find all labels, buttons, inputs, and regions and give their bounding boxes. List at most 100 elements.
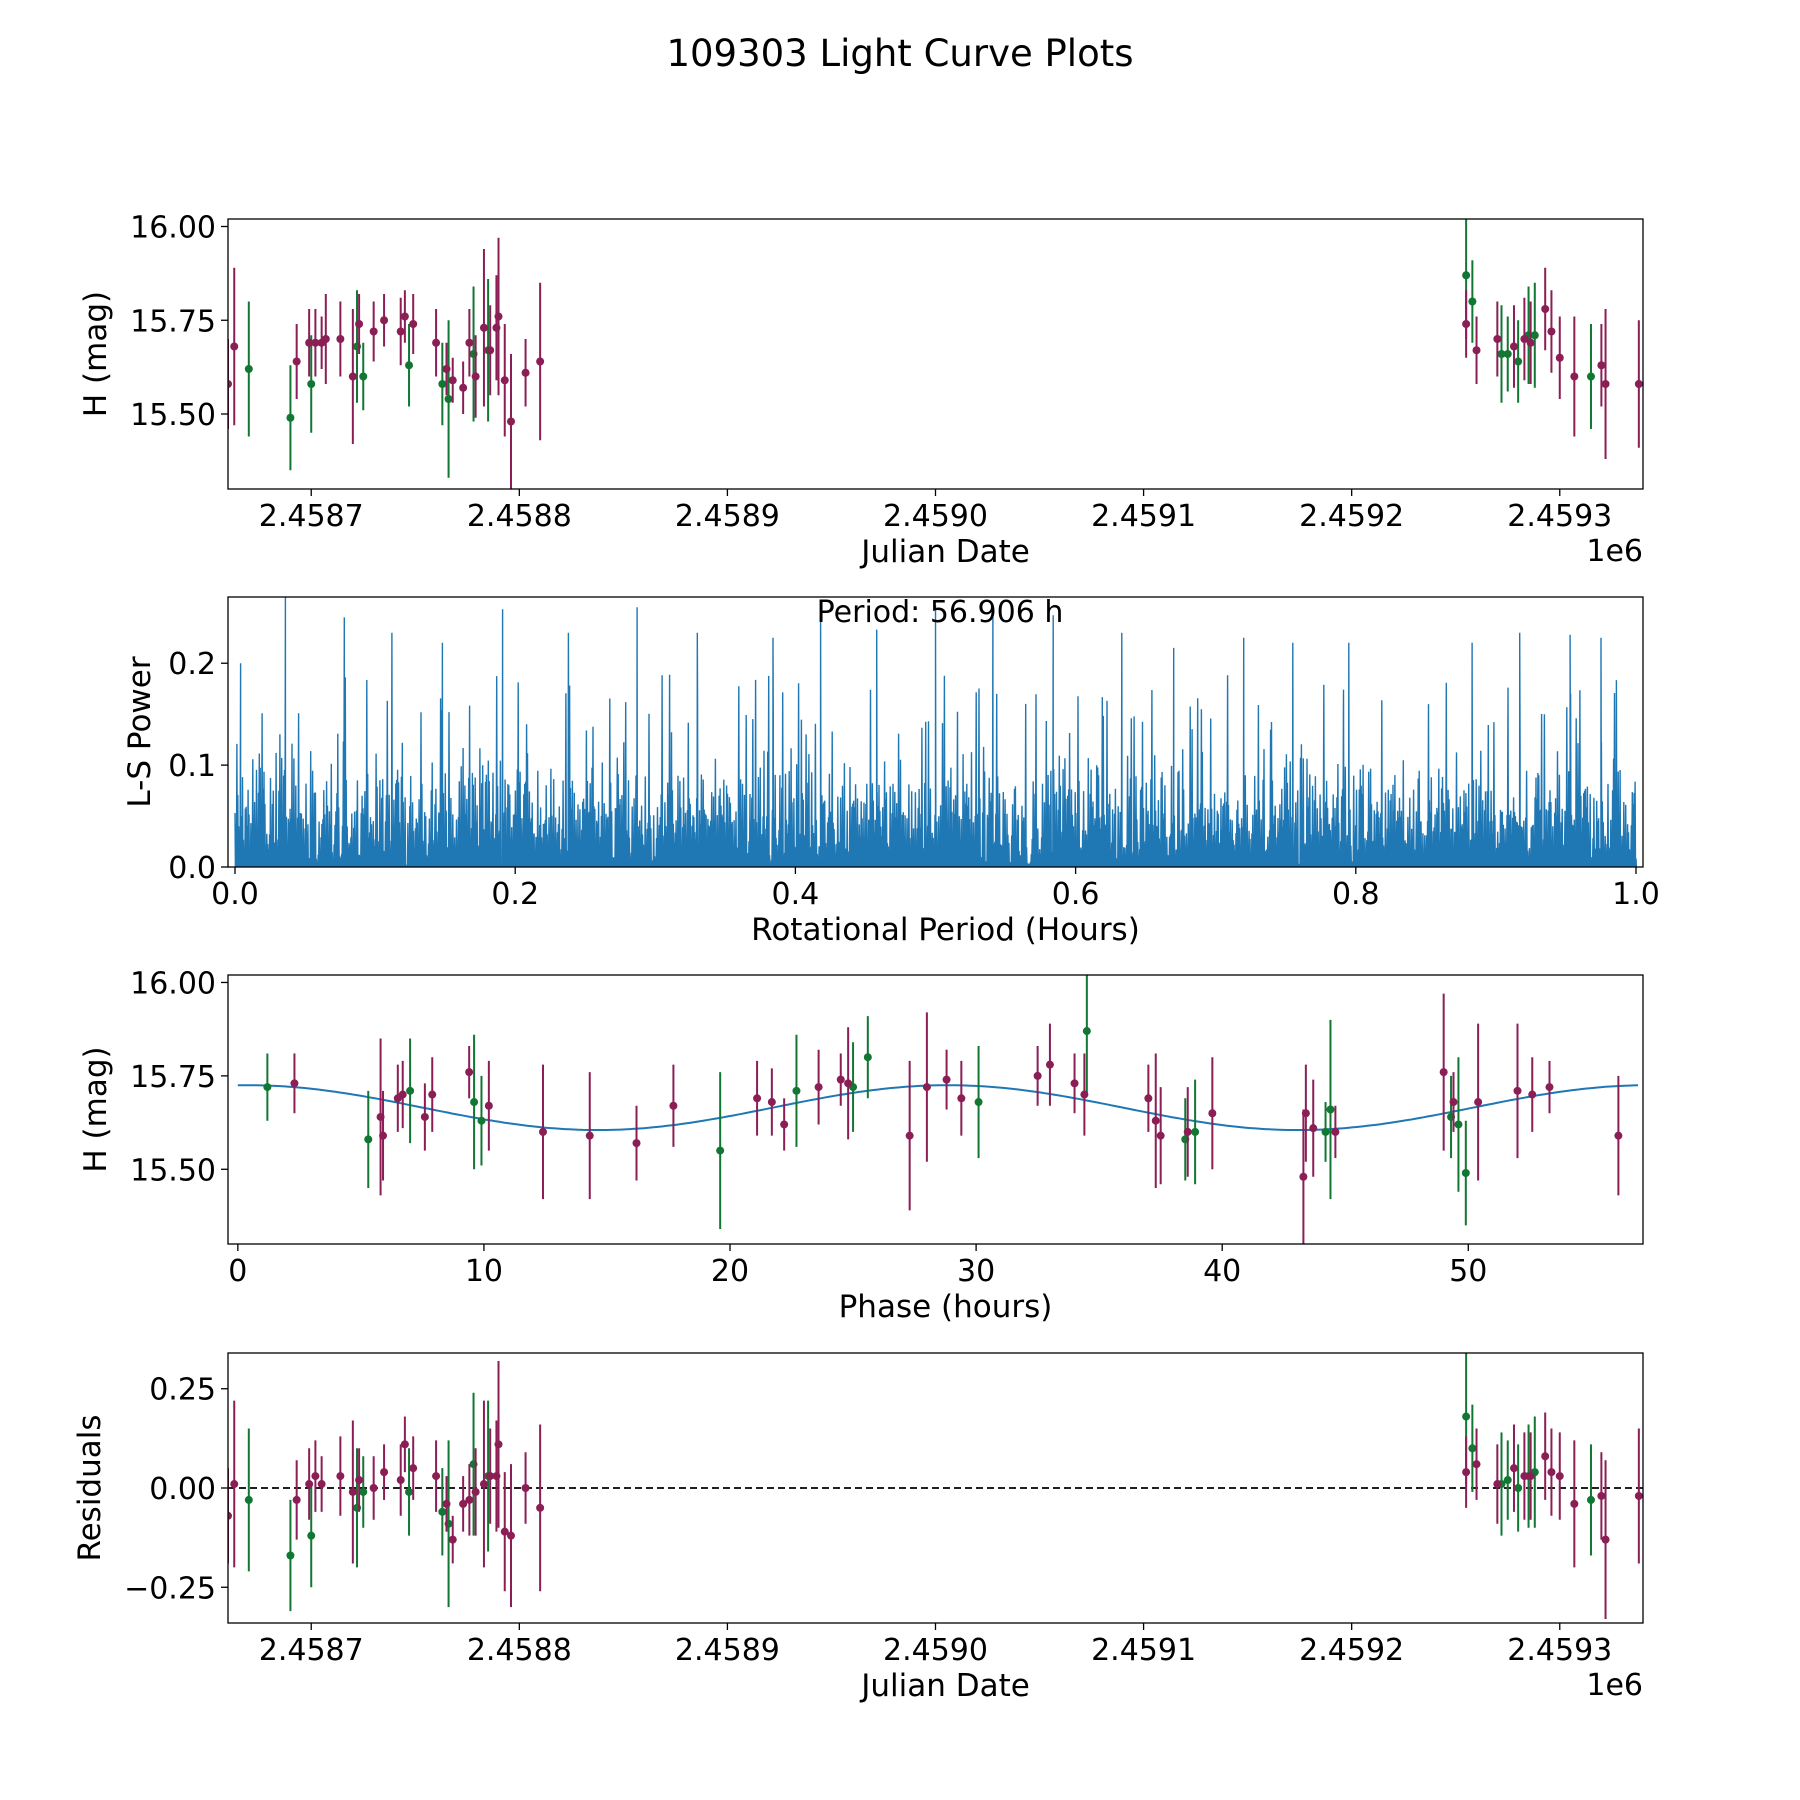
data-point <box>1634 380 1643 388</box>
x-tick-label: 20 <box>711 1254 749 1289</box>
data-point <box>1541 1452 1550 1461</box>
data-point <box>438 380 447 388</box>
x-tick-label: 2.4591 <box>1091 499 1196 534</box>
x-axis-label: Phase (hours) <box>839 1289 1053 1325</box>
data-point <box>500 1527 509 1536</box>
data-point <box>669 1101 678 1110</box>
data-point <box>428 1090 437 1099</box>
y-tick-label: 0.25 <box>149 1373 216 1408</box>
data-point <box>536 1503 545 1512</box>
y-tick-label: 0.00 <box>149 1472 216 1507</box>
data-point <box>942 1075 951 1084</box>
data-point <box>1597 361 1606 370</box>
x-tick-label: 30 <box>957 1254 995 1289</box>
data-point <box>355 320 364 328</box>
data-point <box>905 1131 914 1140</box>
data-point <box>459 1499 468 1508</box>
plot-area <box>228 1353 1643 1620</box>
y-tick-label: 15.75 <box>130 1060 216 1095</box>
data-point <box>1208 1109 1217 1118</box>
data-point <box>379 1131 388 1140</box>
x-tick-label: 0.6 <box>1052 877 1100 912</box>
series-green-band <box>263 975 1470 1230</box>
data-point <box>406 1086 415 1095</box>
x-tick-label: 0.2 <box>491 877 539 912</box>
y-tick-label: 15.50 <box>130 398 216 433</box>
data-point <box>1570 1499 1579 1508</box>
data-point <box>1493 1480 1502 1489</box>
data-point <box>292 357 301 366</box>
x-tick-label: 2.4592 <box>1299 499 1404 534</box>
data-point <box>1468 1444 1477 1453</box>
data-point <box>521 1484 530 1492</box>
data-point <box>465 1068 474 1077</box>
y-tick-label: 16.00 <box>130 966 216 1001</box>
y-tick-label: 0.1 <box>168 749 216 784</box>
data-point <box>922 1083 931 1092</box>
data-point <box>400 1440 409 1449</box>
data-point <box>1503 1476 1512 1485</box>
data-point <box>585 1131 594 1140</box>
data-point <box>1183 1127 1192 1136</box>
data-point <box>471 372 480 381</box>
x-tick-label: 2.4593 <box>1507 1633 1612 1668</box>
x-tick-label: 1.0 <box>1612 877 1660 912</box>
x-offset-label: 1e6 <box>1586 1668 1643 1703</box>
data-point <box>1586 372 1595 381</box>
data-point <box>1191 1127 1200 1136</box>
data-point <box>396 1476 405 1485</box>
y-tick-label: 15.50 <box>130 1153 216 1188</box>
y-axis-label: L-S Power <box>122 656 158 807</box>
data-point <box>305 1480 314 1489</box>
data-point <box>459 383 468 392</box>
data-point <box>448 376 457 385</box>
data-point <box>432 1472 441 1481</box>
data-point <box>1509 1464 1518 1473</box>
data-point <box>286 1551 295 1560</box>
data-point <box>536 357 545 366</box>
period-annotation: Period: 56.906 h <box>817 595 1064 630</box>
data-point <box>405 361 414 370</box>
x-tick-label: 2.4588 <box>467 1633 572 1668</box>
data-point <box>244 365 253 373</box>
y-tick-label: 16.00 <box>130 211 216 246</box>
data-point <box>486 346 495 355</box>
x-tick-label: 50 <box>1449 1254 1487 1289</box>
data-point <box>1156 1131 1165 1140</box>
x-axis-label: Julian Date <box>859 534 1030 570</box>
data-point <box>1520 335 1529 343</box>
data-point <box>863 1053 872 1062</box>
data-point <box>792 1086 801 1095</box>
data-point <box>1033 1071 1042 1080</box>
data-point <box>974 1098 983 1107</box>
x-tick-label: 0 <box>228 1254 247 1289</box>
x-tick-label: 40 <box>1203 1254 1241 1289</box>
data-point <box>228 1511 232 1520</box>
data-point <box>1082 1027 1091 1036</box>
x-tick-label: 0.8 <box>1332 877 1380 912</box>
data-point <box>1461 1169 1470 1178</box>
data-point <box>538 1127 547 1136</box>
data-point <box>442 365 451 373</box>
data-point <box>398 1090 407 1099</box>
x-tick-label: 2.4590 <box>883 1633 988 1668</box>
data-point <box>290 1079 299 1088</box>
data-point <box>494 1440 503 1449</box>
x-tick-label: 2.4587 <box>259 1633 364 1668</box>
data-point <box>448 1535 457 1544</box>
x-tick-label: 2.4589 <box>675 499 780 534</box>
data-point <box>1541 305 1550 313</box>
data-point <box>230 342 239 351</box>
x-tick-label: 2.4590 <box>883 499 988 534</box>
data-point <box>1301 1109 1310 1118</box>
panel-periodogram: Period: 56.906 h 0.0 0.2 0.4 0.6 0.8 1.0 0.0 0.1… <box>122 595 1660 948</box>
y-axis-label: H (mag) <box>78 291 114 417</box>
data-point <box>1309 1124 1318 1133</box>
data-point <box>1472 1460 1481 1469</box>
data-point <box>263 1083 272 1092</box>
data-point <box>292 1495 301 1504</box>
data-point <box>465 1495 474 1504</box>
data-point <box>307 380 316 388</box>
data-point <box>442 1499 451 1508</box>
x-offset-label: 1e6 <box>1586 534 1643 569</box>
